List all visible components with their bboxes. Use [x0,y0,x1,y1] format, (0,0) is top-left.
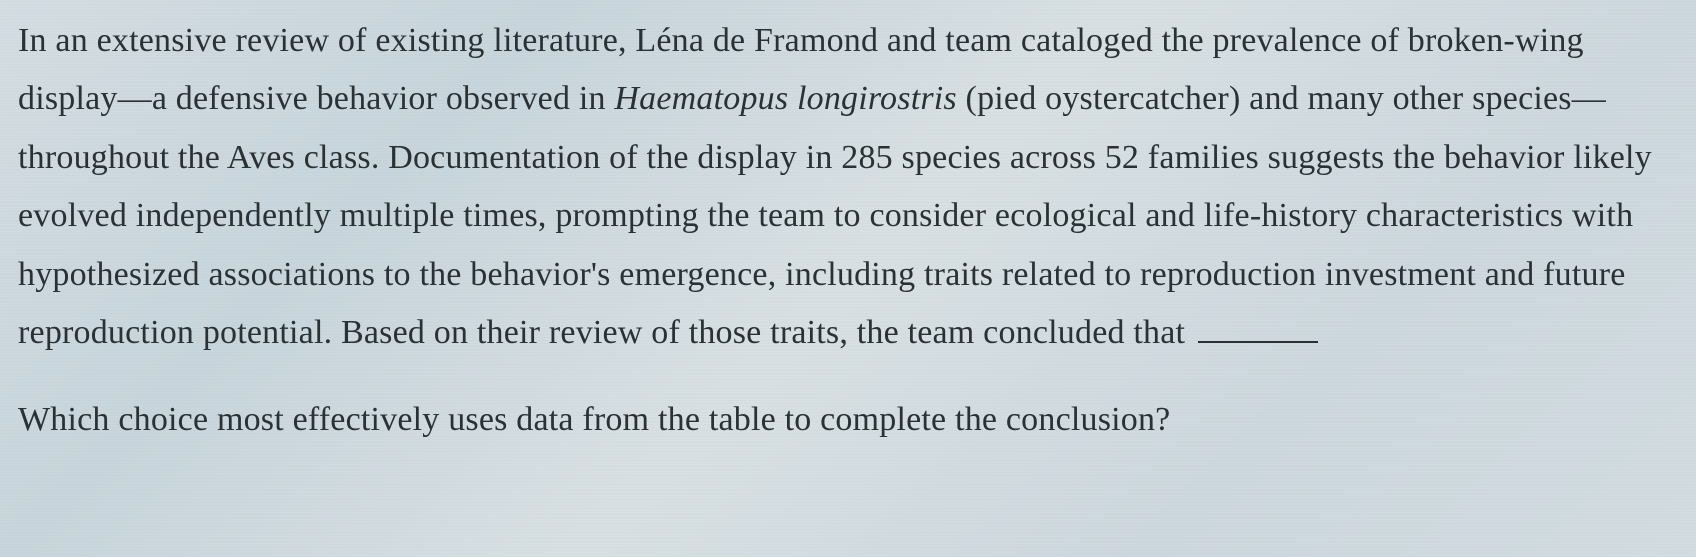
species-name-italic: Haematopus longirostris [614,80,956,117]
fill-blank [1198,341,1318,343]
passage-text: In an extensive review of existing liter… [18,12,1678,363]
passage-part2: (pied oystercatcher) and many other spec… [18,80,1652,351]
question-text: Which choice most effectively uses data … [18,391,1678,449]
